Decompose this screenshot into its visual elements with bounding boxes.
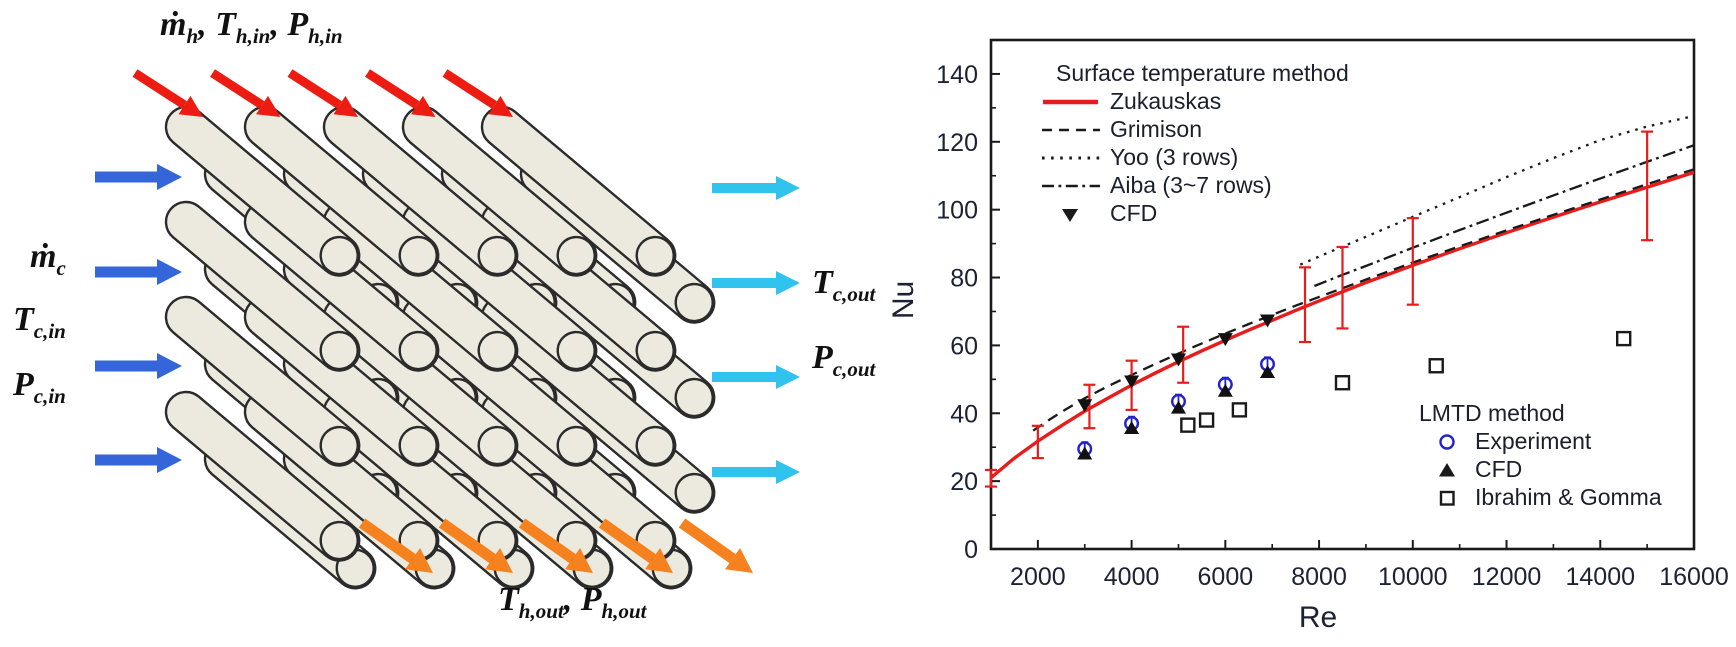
legend-label: CFD bbox=[1475, 456, 1523, 482]
legend-label: Ibrahim & Gomma bbox=[1475, 484, 1662, 510]
tube bbox=[164, 105, 361, 277]
dashdot-line-icon bbox=[1042, 184, 1100, 187]
hot-inlet-arrow bbox=[365, 69, 436, 117]
x-tick-label: 16000 bbox=[1659, 563, 1729, 591]
cold-inlet-arrow bbox=[95, 353, 182, 379]
series-zukauskas bbox=[991, 170, 1694, 480]
x-tick-label: 8000 bbox=[1291, 563, 1347, 591]
cold-inlet-arrow bbox=[95, 259, 182, 285]
legend-label: Zukauskas bbox=[1110, 88, 1222, 114]
y-tick-label: 40 bbox=[950, 400, 978, 428]
y-tick-label: 100 bbox=[936, 197, 978, 225]
x-tick-label: 14000 bbox=[1566, 563, 1636, 591]
hot-outlet-arrow bbox=[358, 518, 433, 573]
legend-item-aiba: Aiba (3~7 rows) bbox=[1040, 172, 1349, 199]
tube-bank bbox=[164, 105, 716, 590]
tube bbox=[480, 105, 677, 277]
legend-item-cfd-surface: CFD bbox=[1040, 200, 1349, 227]
hot-inlet-arrow bbox=[442, 69, 513, 117]
y-tick-label: 0 bbox=[964, 536, 978, 564]
hot-outlet-arrow bbox=[678, 518, 753, 573]
tube bbox=[164, 295, 361, 467]
legend-item-zukauskas: Zukauskas bbox=[1040, 88, 1349, 115]
legend-item-ibrahim-gomma: Ibrahim & Gomma bbox=[1395, 484, 1662, 511]
hot-inlet-arrow bbox=[287, 69, 358, 117]
legend-title: LMTD method bbox=[1419, 400, 1565, 426]
y-tick-label: 20 bbox=[950, 468, 978, 496]
hot-inlet-arrow bbox=[210, 69, 281, 117]
cold-inlet-temp-label: Tc,in bbox=[13, 301, 66, 343]
hot-outlet-arrow bbox=[518, 518, 593, 573]
legend-label: Yoo (3 rows) bbox=[1110, 144, 1239, 170]
cold-outlet-temp-label: Tc,out bbox=[812, 264, 876, 306]
solid-line-icon bbox=[1043, 99, 1098, 104]
series-cfd_surface bbox=[1077, 314, 1276, 413]
legend-label: Experiment bbox=[1475, 428, 1592, 454]
tube bbox=[401, 105, 598, 277]
triangle-down-icon bbox=[1062, 208, 1078, 222]
hot-outlet-label: Th,out, Ph,out bbox=[498, 581, 647, 623]
x-tick-label: 12000 bbox=[1472, 563, 1542, 591]
legend-label: Grimison bbox=[1110, 116, 1203, 142]
series-cfd_lmtd bbox=[1077, 365, 1276, 460]
legend-item-yoo: Yoo (3 rows) bbox=[1040, 144, 1349, 171]
legend-label: CFD bbox=[1110, 200, 1158, 226]
legend-label: Aiba (3~7 rows) bbox=[1110, 172, 1272, 198]
tube bbox=[322, 105, 519, 277]
cold-outlet-arrow bbox=[712, 176, 800, 200]
series-ibrahim bbox=[1180, 330, 1632, 433]
x-tick-label: 10000 bbox=[1378, 563, 1448, 591]
hot-inlet-arrow bbox=[132, 69, 203, 117]
cold-mass-flow-label: ṁc bbox=[30, 238, 66, 280]
y-tick-label: 60 bbox=[950, 332, 978, 360]
open-square-icon bbox=[1439, 490, 1455, 506]
series-aiba bbox=[1313, 144, 1694, 288]
tube bbox=[164, 390, 361, 562]
open-circle-icon bbox=[1439, 433, 1455, 450]
legend-item-cfd-lmtd: CFD bbox=[1395, 456, 1662, 483]
cold-inlet-arrow bbox=[95, 447, 182, 473]
hot-outlet-arrow bbox=[438, 518, 513, 573]
x-tick-label: 4000 bbox=[1104, 563, 1160, 591]
cold-outlet-arrow bbox=[712, 460, 800, 484]
legend-lmtd-method: LMTD method Experiment CFD Ibrahim & Gom… bbox=[1395, 400, 1662, 511]
series-yoo bbox=[1299, 114, 1694, 266]
legend-surface-temperature-method: Surface temperature method Zukauskas Gri… bbox=[1040, 60, 1349, 227]
hot-inlet-label: ṁh, Th,in, Ph,in bbox=[160, 6, 343, 48]
hot-outlet-arrow bbox=[598, 518, 673, 573]
x-tick-label: 6000 bbox=[1198, 563, 1254, 591]
triangle-up-icon bbox=[1439, 462, 1455, 476]
cold-outlet-pressure-label: Pc,out bbox=[812, 339, 876, 381]
dashed-line-icon bbox=[1042, 128, 1100, 131]
flow-arrows bbox=[95, 69, 800, 573]
x-axis-label: Re bbox=[1299, 601, 1337, 634]
y-tick-label: 140 bbox=[936, 61, 978, 89]
legend-item-experiment: Experiment bbox=[1395, 428, 1662, 455]
x-tick-label: 2000 bbox=[1010, 563, 1066, 591]
cold-inlet-pressure-label: Pc,in bbox=[13, 366, 66, 408]
cold-outlet-arrow bbox=[712, 365, 800, 389]
tube bbox=[243, 105, 440, 277]
y-tick-label: 80 bbox=[950, 265, 978, 293]
legend-title: Surface temperature method bbox=[1056, 60, 1349, 86]
tube bbox=[164, 200, 361, 372]
series-grimison bbox=[1032, 168, 1694, 432]
cold-outlet-arrow bbox=[712, 271, 800, 295]
dotted-line-icon bbox=[1042, 156, 1100, 159]
nu-re-chart: 2000 4000 6000 8000 10000 12000 14000 16000 0 20 4… bbox=[936, 38, 1729, 591]
cold-inlet-arrow bbox=[95, 164, 182, 190]
legend-item-grimison: Grimison bbox=[1040, 116, 1349, 143]
y-tick-label: 120 bbox=[936, 129, 978, 157]
plot-frame bbox=[989, 38, 1696, 551]
y-axis-label: Nu bbox=[887, 281, 920, 319]
